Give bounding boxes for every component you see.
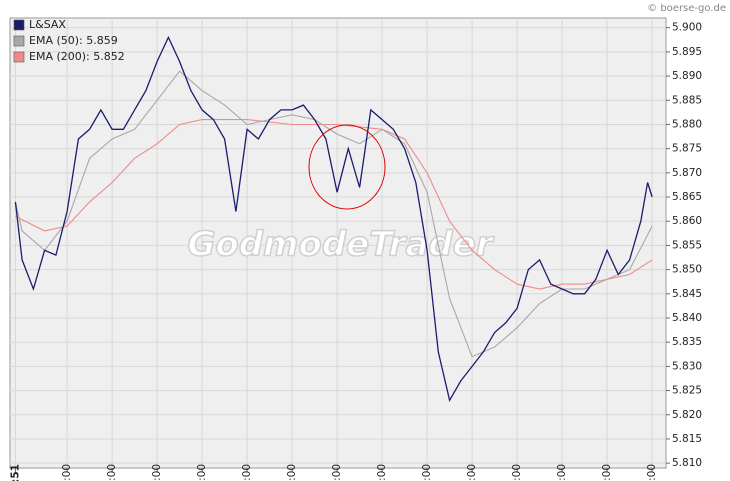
legend-swatch [13,35,25,47]
y-tick-label: 5.820 [672,409,702,421]
x-tick-label: 12:00 [196,464,208,481]
x-tick-label: 20:00 [556,464,568,481]
highlight-circle [308,124,386,210]
series-line [14,35,653,403]
y-tick-label: 5.845 [672,288,702,300]
y-tick-label: 5.875 [672,143,702,155]
x-tick-label: 14:00 [286,464,298,481]
y-tick-label: 5.835 [672,336,702,348]
legend-swatch [13,19,25,31]
x-tick-label: 07:51 [9,464,21,481]
copyright: © boerse-go.de [647,3,726,14]
legend: L&SAX EMA (50): 5.859 EMA (200): 5.852 [13,18,125,63]
y-tick-label: 5.815 [672,433,702,445]
x-tick-label: 13:00 [241,464,253,481]
y-tick-label: 5.840 [672,312,702,324]
y-tick-label: 5.900 [672,22,702,34]
x-tick-label: 22:00 [646,464,658,481]
y-tick-label: 5.880 [672,118,702,130]
plot-area [9,17,667,469]
y-tick-label: 5.825 [672,385,702,397]
x-tick-label: 16:00 [376,464,388,481]
watermark: GodmodeTrader [187,225,494,265]
series-line [14,70,653,358]
y-tick-label: 5.865 [672,191,702,203]
x-tick-label: 10:00 [106,464,118,481]
legend-label: L&SAX [29,18,66,31]
y-tick-label: 5.885 [672,94,702,106]
y-tick-label: 5.855 [672,239,702,251]
legend-label: EMA (200): 5.852 [29,50,125,63]
y-tick-label: 5.810 [672,457,702,469]
legend-swatch [13,51,25,63]
lines [14,35,653,403]
legend-label: EMA (50): 5.859 [29,34,118,47]
y-tick-label: 5.895 [672,46,702,58]
y-tick-label: 5.870 [672,167,702,179]
x-tick-label: 09:00 [61,464,73,481]
x-tick-label: 11:00 [151,464,163,481]
x-tick-label: 15:00 [331,464,343,481]
grid: 5.810 5.815 5.820 5.825 5.830 5.835 5.840 5.845… [9,18,702,481]
x-tick-label: 19:00 [511,464,523,481]
x-tick-label: 21:00 [601,464,613,481]
y-tick-label: 5.860 [672,215,702,227]
x-tick-label: 18:00 [466,464,478,481]
x-tick-label: 17:00 [421,464,433,481]
y-tick-label: 5.890 [672,70,702,82]
y-tick-label: 5.830 [672,360,702,372]
y-tick-label: 5.850 [672,264,702,276]
